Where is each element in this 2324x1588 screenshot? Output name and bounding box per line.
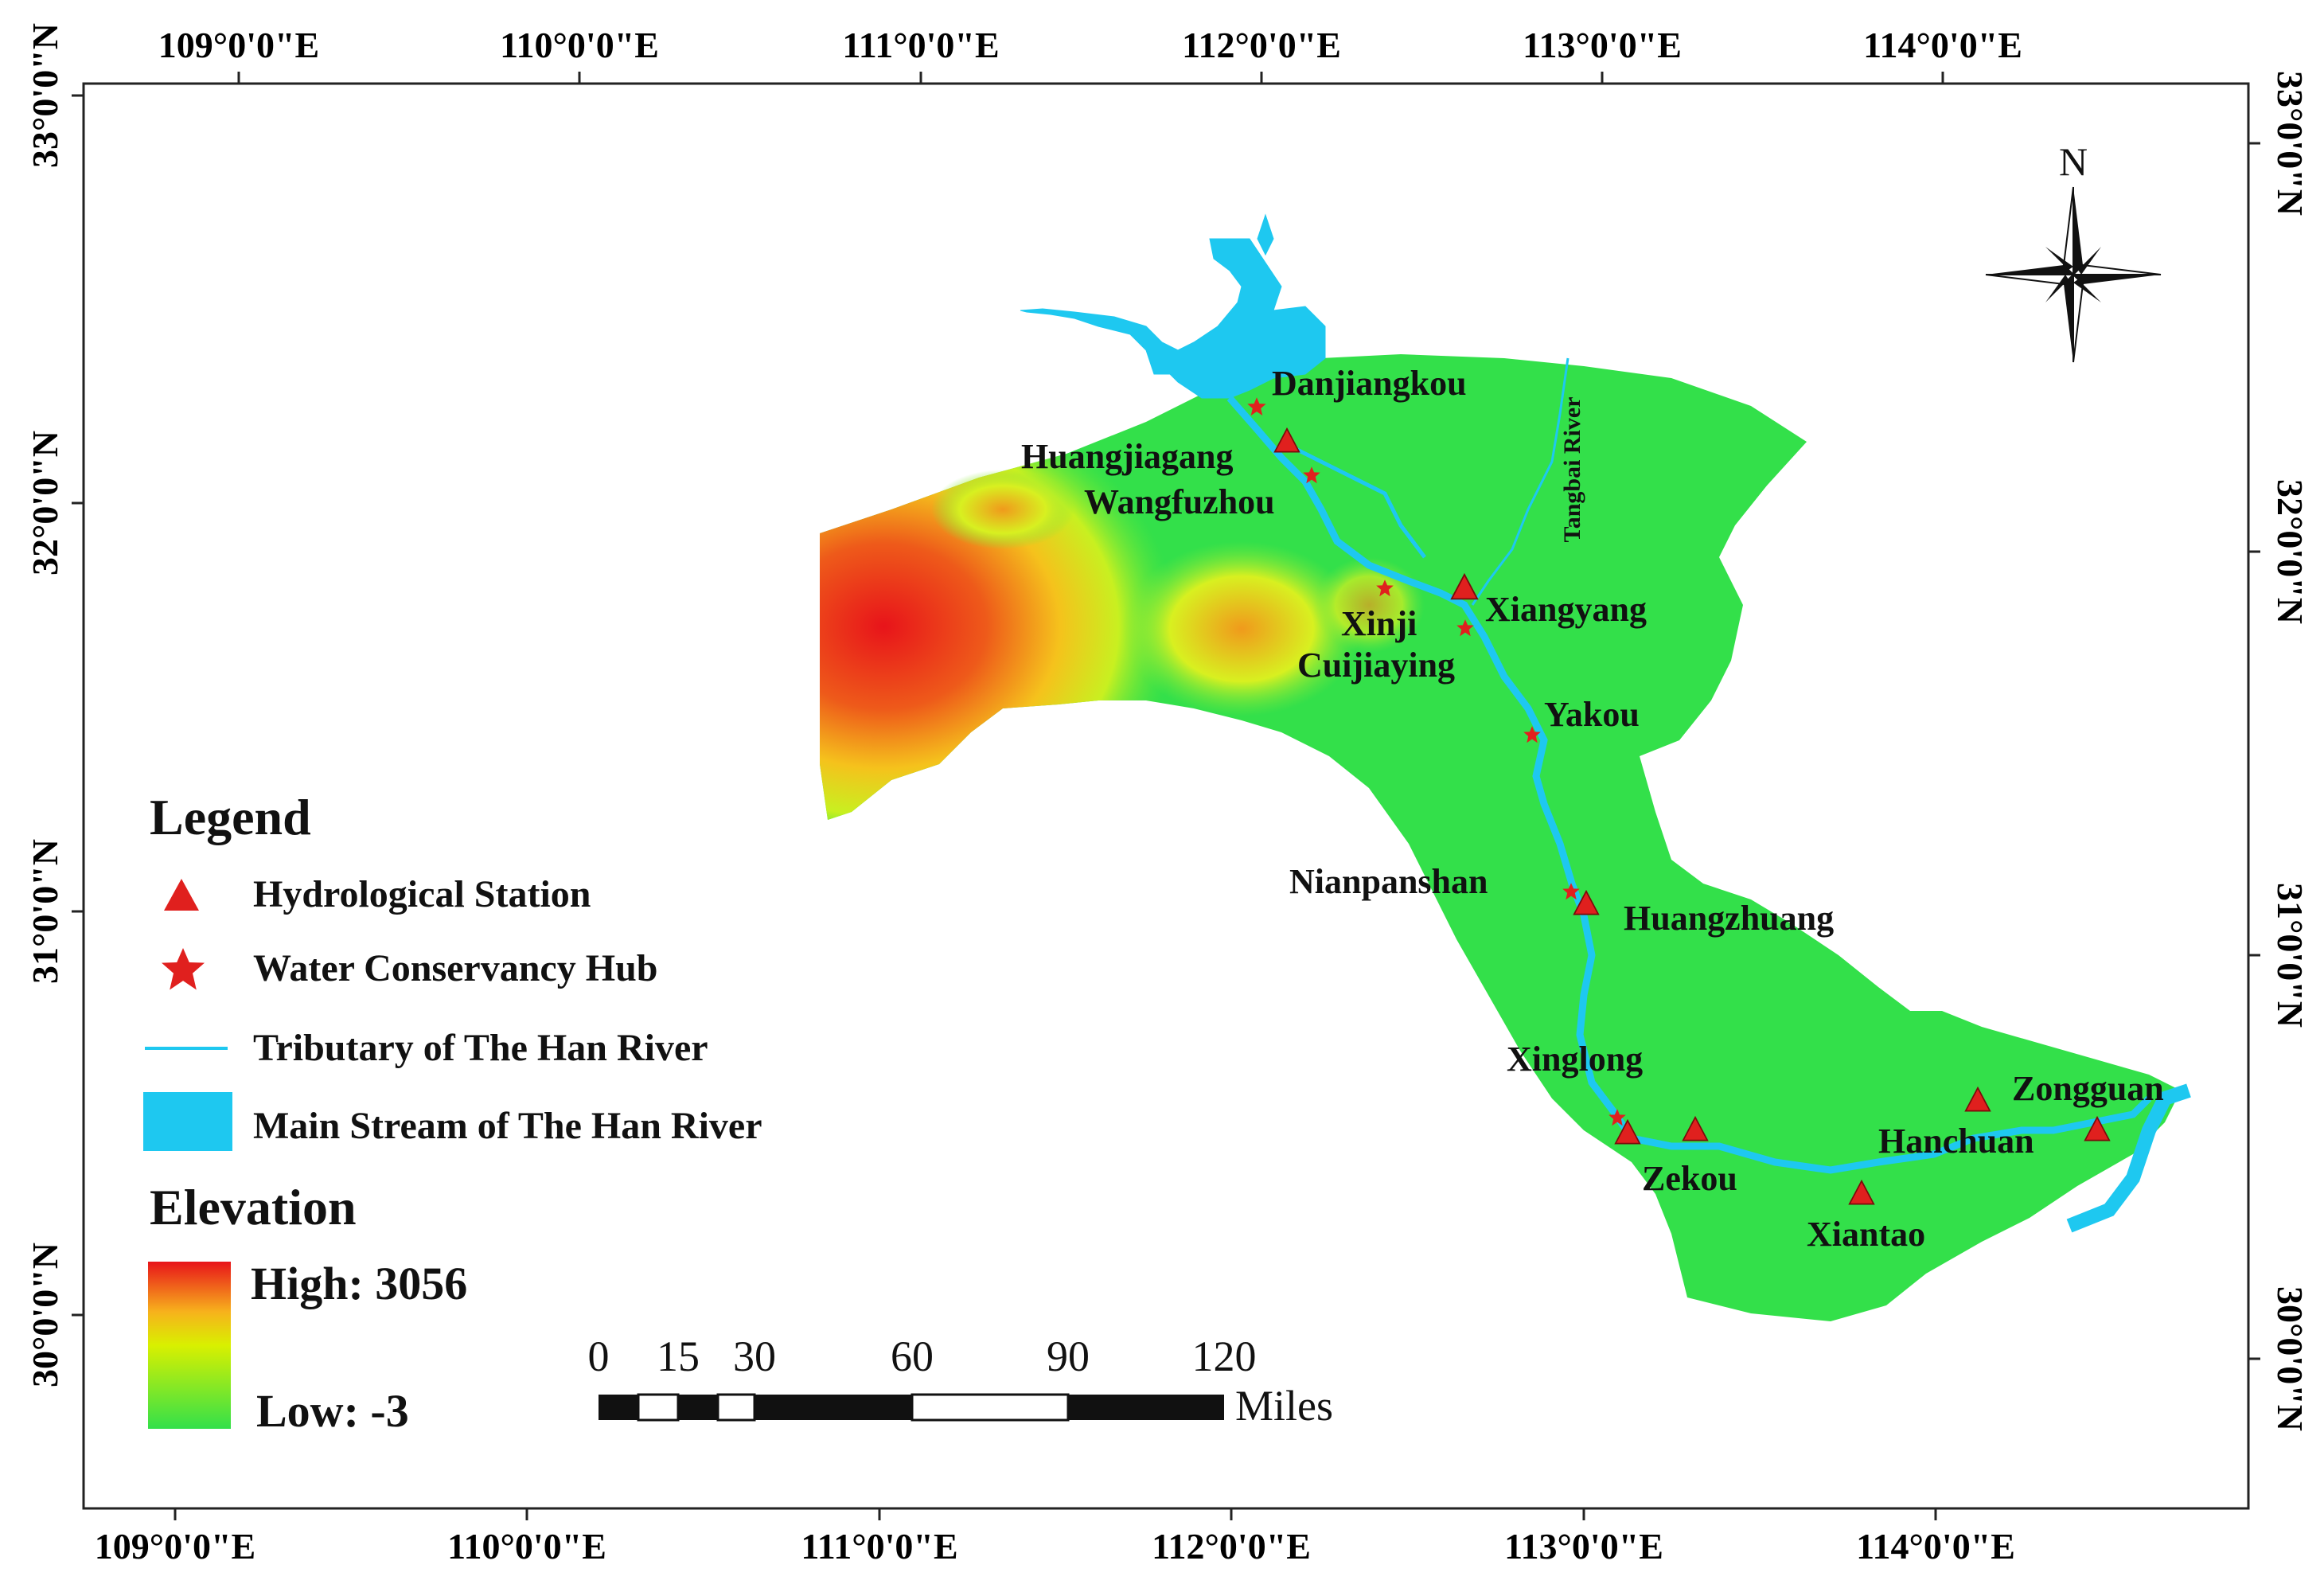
- box-icon: [143, 1092, 232, 1151]
- place-label-zekou: Zekou: [1642, 1159, 1737, 1198]
- place-labels: Danjiangkou Huangjiagang Wangfuzhou Xinj…: [1021, 364, 2164, 1254]
- place-label-huangzhuang: Huangzhuang: [1624, 899, 1834, 938]
- left-lat-label: 31°0'0"N: [25, 839, 65, 984]
- han-river-mouth: [2066, 1083, 2191, 1233]
- legend-title: Legend: [150, 789, 311, 845]
- han-river: [1226, 396, 2152, 1174]
- north-label: N: [2059, 139, 2088, 184]
- elevation-high: High: 3056: [251, 1258, 467, 1309]
- scale-tick: 0: [588, 1332, 610, 1380]
- top-longitude-labels: 109°0'0"E 110°0'0"E 111°0'0"E 112°0'0"E …: [158, 25, 2022, 65]
- scale-tick: 30: [733, 1332, 776, 1380]
- left-lat-label: 33°0'0"N: [25, 23, 65, 168]
- right-latitude-labels: 33°0'0"N 32°0'0"N 31°0'0"N 30°0'0"N: [2270, 71, 2310, 1431]
- legend-item-hub: Water Conservancy Hub: [162, 947, 657, 990]
- legend-label: Water Conservancy Hub: [253, 947, 657, 989]
- left-lat-label: 30°0'0"N: [25, 1243, 65, 1387]
- bottom-lon-label: 111°0'0"E: [801, 1526, 957, 1567]
- tributary-tangbai: [1471, 357, 1569, 606]
- star-icon: [162, 948, 205, 990]
- scale-tick: 15: [657, 1332, 700, 1380]
- top-lon-label: 109°0'0"E: [158, 25, 319, 65]
- place-label-yakou: Yakou: [1544, 695, 1640, 734]
- left-lat-label: 32°0'0"N: [25, 431, 65, 576]
- place-label-cuijiaying: Cuijiaying: [1297, 646, 1455, 685]
- legend-item-mainstream: Main Stream of The Han River: [143, 1092, 762, 1151]
- scale-bar: 0 15 30 60 90 120 Miles: [588, 1332, 1334, 1430]
- reservoir-arm: [1257, 213, 1274, 256]
- right-lat-label: 31°0'0"N: [2270, 883, 2310, 1028]
- tributary-north: [1288, 443, 1426, 559]
- legend: Legend Hydrological Station Water Conser…: [143, 789, 762, 1437]
- legend-label: Tributary of The Han River: [253, 1027, 708, 1069]
- place-label-huangjiagang: Huangjiagang: [1021, 437, 1234, 476]
- bottom-lon-label: 110°0'0"E: [447, 1526, 606, 1567]
- top-lon-label: 114°0'0"E: [1863, 25, 2022, 65]
- place-label-hanchuan: Hanchuan: [1878, 1122, 2034, 1161]
- legend-item-tributary: Tributary of The Han River: [145, 1027, 708, 1069]
- place-label-zongguan: Zongguan: [2012, 1069, 2164, 1108]
- place-label-danjiangkou: Danjiangkou: [1272, 364, 1467, 403]
- scale-tick: 60: [891, 1332, 934, 1380]
- north-arrow: N: [1985, 139, 2162, 363]
- elevation-low: Low: -3: [256, 1385, 409, 1437]
- left-latitude-labels: 33°0'0"N 32°0'0"N 31°0'0"N 30°0'0"N: [25, 23, 65, 1387]
- triangle-icon: [164, 879, 199, 911]
- tangbai-river-label: Tangbai River: [1559, 396, 1585, 542]
- place-label-xiantao: Xiantao: [1807, 1215, 1925, 1254]
- top-lon-label: 113°0'0"E: [1523, 25, 1682, 65]
- place-label-xinglong: Xinglong: [1507, 1040, 1643, 1079]
- legend-item-station: Hydrological Station: [164, 873, 591, 915]
- place-label-xinji: Xinji: [1341, 604, 1417, 643]
- highland-central: [1122, 541, 1361, 716]
- basin-region: [820, 354, 2181, 1321]
- place-label-xiangyang: Xiangyang: [1485, 590, 1647, 629]
- scale-unit: Miles: [1235, 1382, 1333, 1430]
- right-lat-label: 33°0'0"N: [2270, 71, 2310, 216]
- highland-east: [1313, 557, 1425, 653]
- bottom-lon-label: 109°0'0"E: [95, 1526, 255, 1567]
- top-lon-label: 112°0'0"E: [1182, 25, 1341, 65]
- place-label-nianpanshan: Nianpanshan: [1289, 862, 1488, 901]
- main-stream: [1020, 213, 2191, 1233]
- bottom-longitude-labels: 109°0'0"E 110°0'0"E 111°0'0"E 112°0'0"E …: [95, 1526, 2015, 1567]
- elevation-ramp: [148, 1262, 231, 1429]
- bottom-lon-label: 114°0'0"E: [1856, 1526, 2015, 1567]
- place-label-wangfuzhou: Wangfuzhou: [1084, 482, 1275, 521]
- bottom-lon-label: 112°0'0"E: [1152, 1526, 1311, 1567]
- top-lon-label: 111°0'0"E: [842, 25, 999, 65]
- top-lon-label: 110°0'0"E: [500, 25, 659, 65]
- legend-label: Main Stream of The Han River: [253, 1105, 762, 1147]
- reservoir: [1020, 238, 1326, 399]
- map-frame: [82, 82, 2250, 1510]
- right-lat-label: 30°0'0"N: [2270, 1286, 2310, 1431]
- right-lat-label: 32°0'0"N: [2270, 479, 2310, 624]
- bottom-lon-label: 113°0'0"E: [1504, 1526, 1663, 1567]
- elevation-title: Elevation: [150, 1179, 357, 1235]
- scale-tick: 90: [1047, 1332, 1090, 1380]
- frame-ticks: [72, 72, 2260, 1520]
- legend-label: Hydrological Station: [253, 873, 591, 915]
- scale-tick: 120: [1192, 1332, 1257, 1380]
- highland-north: [931, 470, 1074, 549]
